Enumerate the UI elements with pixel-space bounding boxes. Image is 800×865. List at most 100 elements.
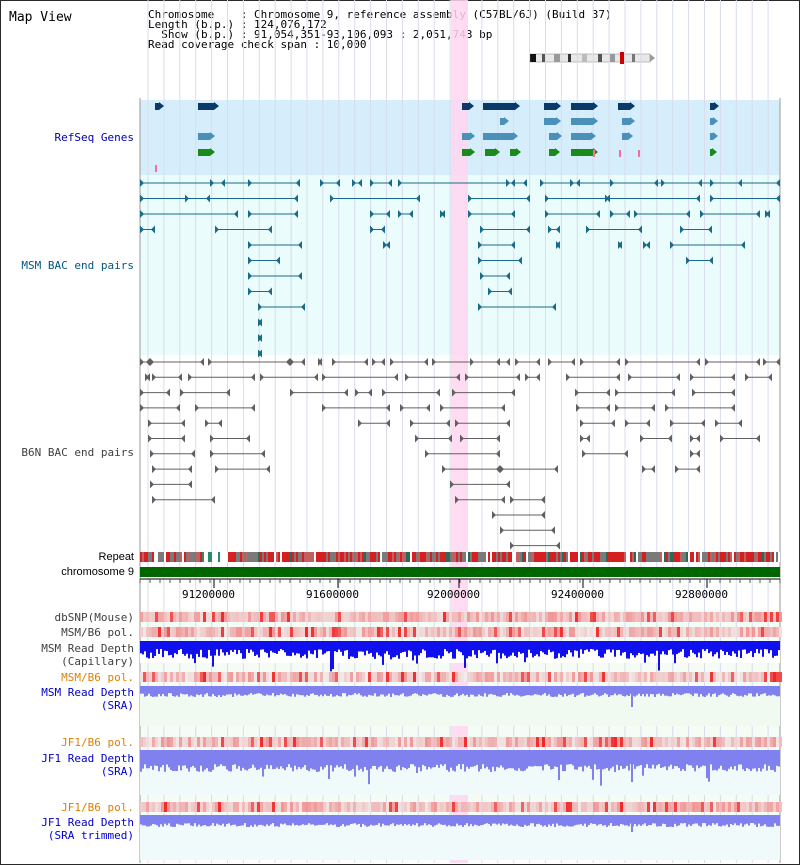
depth-bar (708, 750, 710, 782)
heat-cell (350, 672, 353, 682)
heat-cell (731, 802, 734, 812)
repeat-segment (768, 552, 770, 562)
depth-bar (584, 686, 586, 697)
depth-bar (624, 686, 626, 697)
label-jf1-b6-pol-1[interactable]: JF1/B6 pol. (61, 736, 134, 749)
depth-bar (578, 641, 580, 658)
depth-bar (308, 686, 310, 696)
label-jf1-depth-sra-1[interactable]: JF1 Read Depth (41, 752, 134, 765)
depth-bar (350, 815, 352, 824)
label-msm-depth-sra-1[interactable]: MSM Read Depth (41, 686, 134, 699)
heat-cell (656, 802, 659, 812)
heat-cell (296, 627, 299, 637)
depth-bar (418, 641, 420, 656)
b6n-bac-pair-end (152, 465, 156, 474)
heat-cell (527, 627, 530, 637)
heat-cell (473, 672, 476, 682)
heat-cell (668, 737, 671, 747)
depth-bar (716, 686, 718, 697)
heat-cell (179, 802, 182, 812)
depth-bar (594, 815, 596, 824)
b6n-bac-pair-end (731, 373, 735, 382)
depth-bar (756, 750, 758, 772)
b6n-bac-pair-end (642, 465, 646, 474)
b6n-bac-pair-end (510, 541, 514, 550)
depth-bar (258, 686, 260, 694)
depth-bar (490, 641, 492, 654)
depth-bar (612, 641, 614, 650)
depth-bar (450, 815, 452, 827)
heat-cell (503, 627, 506, 637)
heat-cell (770, 612, 773, 622)
depth-bar (432, 750, 434, 768)
depth-bar (678, 815, 680, 826)
label-msm-depth-capillary-1[interactable]: MSM Read Depth (41, 642, 134, 655)
label-refseq-genes[interactable]: RefSeq Genes (54, 131, 134, 144)
repeat-segment (720, 552, 722, 562)
label-msm-b6-pol-2[interactable]: MSM/B6 pol. (61, 671, 134, 684)
heat-cell (725, 737, 728, 747)
depth-bar (474, 686, 476, 697)
heat-cell (557, 627, 560, 637)
heat-cell (668, 612, 671, 622)
heat-cell (581, 672, 584, 682)
depth-bar (498, 815, 500, 824)
depth-bar (386, 641, 388, 652)
depth-bar (246, 750, 248, 771)
depth-bar (248, 686, 250, 695)
depth-bar (426, 815, 428, 826)
repeat-segment (510, 552, 512, 562)
depth-bar (288, 815, 290, 826)
depth-bar (360, 750, 362, 769)
heat-cell (650, 612, 653, 622)
repeat-segment (524, 552, 526, 562)
ruler-tick-label: 92400000 (551, 588, 604, 601)
heat-cell (659, 612, 662, 622)
depth-bar (210, 641, 212, 656)
depth-bar (692, 750, 694, 768)
b6n-bac-pair-end (150, 358, 154, 366)
heat-cell (224, 612, 227, 622)
b6n-bac-pair-end (166, 388, 170, 397)
heat-cell (611, 612, 614, 622)
heat-cell (242, 612, 245, 622)
heat-cell (719, 802, 722, 812)
depth-bar (224, 815, 226, 827)
depth-bar (508, 750, 510, 769)
depth-bar (470, 686, 472, 695)
heat-cell (227, 627, 230, 637)
heat-cell (551, 737, 554, 747)
depth-bar (640, 641, 642, 655)
b6n-bac-pair-end (382, 388, 386, 397)
label-b6n-bac[interactable]: B6N BAC end pairs (21, 446, 134, 459)
depth-bar (684, 815, 686, 824)
label-jf1-b6-pol-2[interactable]: JF1/B6 pol. (61, 801, 134, 814)
repeat-segment (576, 552, 578, 562)
label-msm-b6-pol-1[interactable]: MSM/B6 pol. (61, 626, 134, 639)
repeat-segment (328, 552, 330, 562)
label-msm-bac[interactable]: MSM BAC end pairs (21, 259, 134, 272)
repeat-segment (310, 552, 312, 562)
depth-bar (208, 686, 210, 697)
depth-bar (200, 641, 202, 650)
heat-cell (536, 612, 539, 622)
b6n-bac-pair-end (756, 358, 760, 366)
label-dbsnp[interactable]: dbSNP(Mouse) (54, 611, 134, 624)
depth-bar (556, 750, 558, 768)
repeat-segment (378, 552, 380, 562)
chromosome-ideogram[interactable] (528, 52, 656, 64)
depth-bar (590, 641, 592, 650)
heat-cell (458, 612, 461, 622)
depth-bar (418, 750, 420, 768)
depth-bar (310, 686, 312, 694)
repeat-segment (224, 552, 226, 562)
depth-bar (318, 750, 320, 772)
gene-mid (500, 118, 504, 125)
depth-bar (672, 686, 674, 694)
depth-bar (180, 815, 182, 825)
msm-bac-pair-end (556, 225, 560, 234)
depth-bar (294, 641, 296, 656)
depth-bar (152, 750, 154, 770)
label-jf1-depth-trim-1[interactable]: JF1 Read Depth (41, 816, 134, 829)
depth-bar (372, 641, 374, 657)
